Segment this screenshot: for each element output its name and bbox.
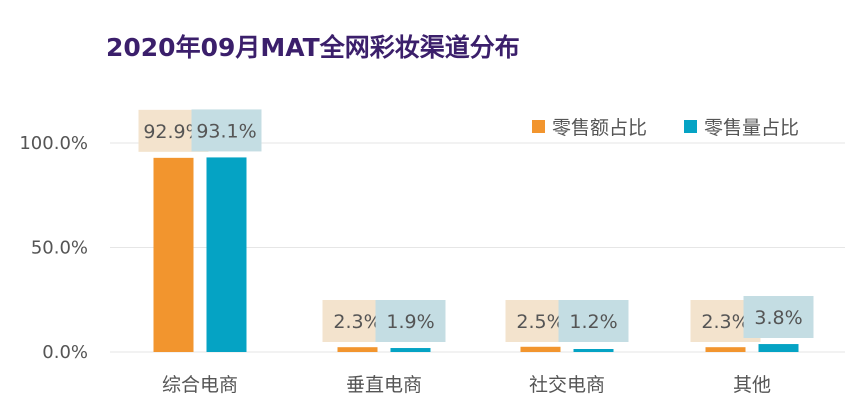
- bar: [758, 344, 799, 352]
- x-tick-label: 社交电商: [529, 374, 605, 396]
- legend-swatch-sales-share: [532, 120, 545, 133]
- chart-title: 2020年09月MAT全网彩妆渠道分布: [106, 33, 520, 62]
- legend-swatch-volume-share: [684, 120, 697, 133]
- bar: [520, 346, 561, 352]
- bar: [206, 157, 247, 352]
- legend-item-volume-share: 零售量占比: [684, 113, 799, 140]
- x-tick-label: 垂直电商: [346, 374, 422, 396]
- legend-item-sales-share: 零售额占比: [532, 113, 647, 140]
- bar: [337, 347, 378, 352]
- data-label: 3.8%: [754, 307, 802, 329]
- data-label: 1.2%: [569, 311, 617, 333]
- data-label: 1.9%: [386, 311, 434, 333]
- data-label-background: [743, 296, 814, 338]
- data-label-background: [375, 300, 446, 342]
- bar: [705, 347, 746, 352]
- data-label: 2.3%: [333, 311, 381, 333]
- y-tick-label: 0.0%: [42, 342, 88, 363]
- data-label: 93.1%: [196, 120, 256, 142]
- data-label: 2.3%: [701, 311, 749, 333]
- legend-label-volume-share: 零售量占比: [704, 117, 800, 139]
- data-label-background: [558, 300, 629, 342]
- data-label: 92.9%: [143, 121, 203, 143]
- bar: [153, 157, 194, 352]
- x-tick-label: 综合电商: [162, 374, 238, 396]
- y-tick-label: 100.0%: [19, 133, 88, 154]
- legend-label-sales-share: 零售额占比: [552, 117, 648, 139]
- data-label: 2.5%: [516, 311, 564, 333]
- x-tick-label: 其他: [733, 374, 771, 396]
- bar: [573, 349, 614, 352]
- y-tick-label: 50.0%: [31, 238, 88, 259]
- data-label-background: [191, 109, 262, 152]
- bar: [390, 348, 431, 352]
